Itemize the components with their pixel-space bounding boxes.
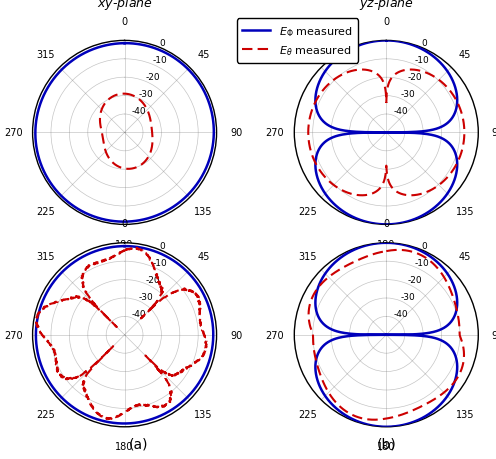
- Text: (b): (b): [377, 437, 397, 451]
- Title: $xy$-plane: $xy$-plane: [97, 0, 152, 12]
- Text: (a): (a): [129, 437, 149, 451]
- Legend: $E_{\Phi}$ measured, $E_{\theta}$ measured: $E_{\Phi}$ measured, $E_{\theta}$ measur…: [237, 19, 359, 63]
- Title: $yz$-plane: $yz$-plane: [359, 0, 414, 12]
